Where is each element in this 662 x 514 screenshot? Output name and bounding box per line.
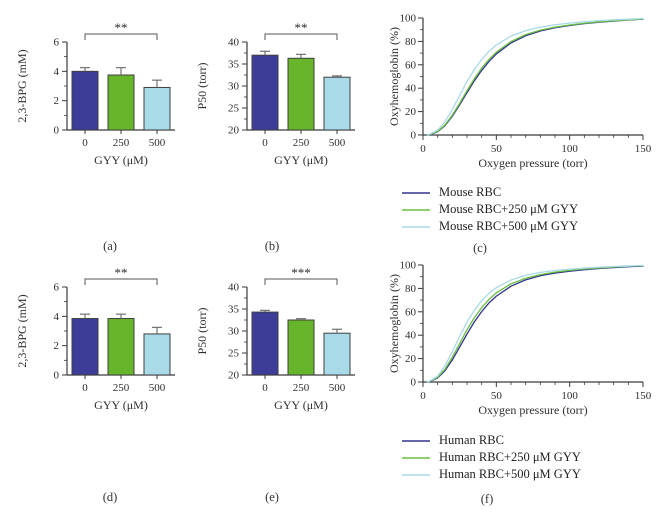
svg-text:500: 500 [329,382,346,394]
svg-text:GYY (μM): GYY (μM) [274,153,328,167]
svg-text:**: ** [115,20,128,35]
svg-text:20: 20 [405,353,417,365]
svg-text:**: ** [295,20,308,35]
line-swatch-icon [402,473,430,476]
svg-text:***: *** [291,265,311,280]
svg-text:50: 50 [491,143,503,155]
svg-text:20: 20 [228,370,240,382]
panel-label-f: (f) [480,492,494,506]
svg-text:35: 35 [228,304,240,316]
svg-text:P50 (torr): P50 (torr) [195,63,209,110]
panel-label-d: (d) [102,490,118,504]
svg-text:250: 250 [113,382,130,394]
line-chart-mouse-oxyhemoglobin: 0 20 40 60 80 100 0 50 100 150 Oxygen pressure (to… [387,13,652,171]
svg-text:**: ** [115,265,128,280]
svg-text:40: 40 [228,282,240,294]
svg-text:250: 250 [293,382,310,394]
legend-item-mouse-rbc-500: Mouse RBC+500 μM GYY [402,220,578,233]
legend-item-human-rbc-250: Human RBC+250 μM GYY [402,451,581,464]
svg-text:0: 0 [54,125,60,137]
svg-text:50: 50 [491,390,503,402]
svg-text:0: 0 [82,382,88,394]
svg-text:0: 0 [262,137,268,149]
svg-text:2,3-BPG (mM): 2,3-BPG (mM) [15,49,29,122]
svg-text:100: 100 [400,13,417,25]
svg-text:100: 100 [561,143,578,155]
panel-label-a: (a) [103,239,117,253]
svg-text:P50 (torr): P50 (torr) [195,308,209,355]
line-swatch-icon [402,456,430,459]
line-chart-human-oxyhemoglobin: 0 20 40 60 80 100 0 50 100 150 Oxygen pressure (to… [387,260,652,418]
svg-text:6: 6 [54,37,60,49]
svg-text:25: 25 [228,103,240,115]
svg-text:150: 150 [635,143,652,155]
svg-text:20: 20 [228,125,240,137]
svg-text:60: 60 [405,306,417,318]
svg-text:0: 0 [54,370,60,382]
svg-text:20: 20 [405,106,417,118]
svg-text:500: 500 [149,137,166,149]
svg-text:4: 4 [54,66,60,78]
legend-item-human-rbc-500: Human RBC+500 μM GYY [402,468,581,481]
svg-text:4: 4 [54,311,60,323]
legend-label: Mouse RBC [439,185,502,199]
legend-human: Human RBC Human RBC+250 μM GYY Human RBC… [402,434,581,481]
legend-label: Human RBC+250 μM GYY [439,450,581,464]
svg-text:Oxyhemoglobin (%): Oxyhemoglobin (%) [387,274,401,373]
svg-text:30: 30 [228,326,240,338]
svg-text:0: 0 [411,130,417,142]
line-swatch-icon [402,191,430,194]
svg-text:40: 40 [228,37,240,49]
svg-text:60: 60 [405,59,417,71]
svg-text:100: 100 [561,390,578,402]
legend-label: Human RBC+500 μM GYY [439,467,581,481]
svg-text:0: 0 [262,382,268,394]
svg-text:40: 40 [405,330,417,342]
legend-item-mouse-rbc: Mouse RBC [402,186,578,199]
svg-text:GYY (μM): GYY (μM) [94,153,148,167]
legend-label: Mouse RBC+250 μM GYY [439,202,579,216]
svg-text:100: 100 [400,260,417,272]
svg-text:0: 0 [82,137,88,149]
svg-text:0: 0 [420,390,426,402]
panel-label-e: (e) [265,490,279,504]
panel-label-c: (c) [473,241,487,255]
svg-text:250: 250 [113,137,130,149]
svg-text:Oxygen pressure (torr): Oxygen pressure (torr) [478,156,587,170]
svg-text:40: 40 [405,83,417,95]
svg-text:0: 0 [411,377,417,389]
svg-text:25: 25 [228,348,240,360]
svg-text:30: 30 [228,81,240,93]
svg-text:150: 150 [635,390,652,402]
svg-text:Oxyhemoglobin (%): Oxyhemoglobin (%) [387,27,401,126]
legend-mouse: Mouse RBC Mouse RBC+250 μM GYY Mouse RBC… [402,186,578,233]
legend-item-mouse-rbc-250: Mouse RBC+250 μM GYY [402,203,578,216]
svg-text:Oxygen pressure (torr): Oxygen pressure (torr) [478,403,587,417]
svg-text:500: 500 [149,382,166,394]
svg-text:2: 2 [54,95,60,107]
svg-text:250: 250 [293,137,310,149]
svg-text:GYY (μM): GYY (μM) [94,398,148,412]
svg-text:0: 0 [420,143,426,155]
line-swatch-icon [402,439,430,442]
legend-label: Human RBC [439,433,504,447]
legend-item-human-rbc: Human RBC [402,434,581,447]
line-swatch-icon [402,225,430,228]
svg-text:2: 2 [54,340,60,352]
svg-text:500: 500 [329,137,346,149]
panel-label-b: (b) [264,239,280,253]
svg-text:35: 35 [228,59,240,71]
line-swatch-icon [402,208,430,211]
legend-label: Mouse RBC+500 μM GYY [439,219,579,233]
svg-text:80: 80 [405,36,417,48]
svg-text:6: 6 [54,282,60,294]
svg-text:GYY (μM): GYY (μM) [274,398,328,412]
svg-text:2,3-BPG (mM): 2,3-BPG (mM) [15,294,29,367]
svg-text:80: 80 [405,283,417,295]
